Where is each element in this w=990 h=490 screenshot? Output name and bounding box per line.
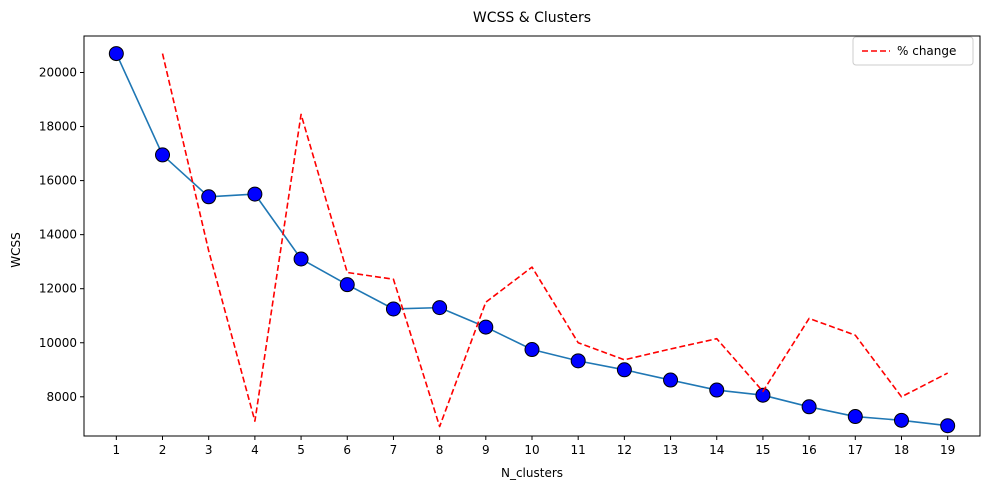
y-tick-label-16000: 16000 <box>39 174 77 188</box>
data-point-wcss-7 <box>385 301 401 317</box>
series-line-pct_change <box>161 53 949 428</box>
data-point-wcss-10 <box>524 342 540 358</box>
x-tick-label-15: 15 <box>755 443 770 457</box>
plot-area: 1 2 3 4 5 6 7 8 9 10 11 12 13 14 15 16 17 18 1980001000012… <box>39 35 981 457</box>
x-tick-label-5: 5 <box>297 443 305 457</box>
y-tick-label-20000: 20000 <box>39 65 77 79</box>
x-tick-label-9: 9 <box>482 443 490 457</box>
x-tick-label-10: 10 <box>524 443 539 457</box>
legend: % change <box>852 36 974 66</box>
data-point-wcss-17 <box>847 409 863 425</box>
x-tick-label-7: 7 <box>390 443 398 457</box>
data-point-wcss-13 <box>663 372 679 388</box>
x-tick-label-6: 6 <box>343 443 351 457</box>
y-tick-label-14000: 14000 <box>39 228 77 242</box>
legend-frame <box>852 36 974 66</box>
data-point-wcss-18 <box>893 412 909 428</box>
x-tick-label-2: 2 <box>159 443 167 457</box>
x-tick-label-16: 16 <box>801 443 816 457</box>
x-tick-label-11: 11 <box>571 443 586 457</box>
data-point-wcss-16 <box>801 399 817 415</box>
data-point-wcss-11 <box>570 353 586 369</box>
data-point-wcss-2 <box>155 147 171 163</box>
x-tick-label-1: 1 <box>113 443 121 457</box>
y-tick-label-12000: 12000 <box>39 282 77 296</box>
y-tick-label-10000: 10000 <box>39 336 77 350</box>
legend-label-pct-change: % change <box>897 44 956 58</box>
x-tick-label-3: 3 <box>205 443 213 457</box>
data-point-wcss-9 <box>478 319 494 335</box>
y-tick-label-8000: 8000 <box>46 390 77 404</box>
data-point-wcss-15 <box>755 387 771 403</box>
data-point-wcss-4 <box>247 186 263 202</box>
chart-title: WCSS & Clusters <box>473 10 591 26</box>
x-tick-label-14: 14 <box>709 443 724 457</box>
x-axis-title: N_clusters <box>501 466 563 480</box>
x-tick-label-18: 18 <box>894 443 909 457</box>
x-tick-label-8: 8 <box>436 443 444 457</box>
x-tick-label-17: 17 <box>848 443 863 457</box>
x-tick-label-13: 13 <box>663 443 678 457</box>
plot-frame <box>83 35 981 437</box>
x-tick-label-4: 4 <box>251 443 259 457</box>
data-point-wcss-3 <box>201 189 217 205</box>
data-point-wcss-1 <box>108 46 124 62</box>
data-point-wcss-12 <box>616 362 632 378</box>
data-point-wcss-8 <box>432 300 448 316</box>
data-point-wcss-6 <box>339 277 355 293</box>
data-point-wcss-19 <box>940 418 956 434</box>
y-tick-label-18000: 18000 <box>39 120 77 134</box>
data-point-wcss-5 <box>293 251 309 267</box>
x-tick-label-12: 12 <box>617 443 632 457</box>
data-point-wcss-14 <box>709 382 725 398</box>
y-axis-title: WCSS <box>9 232 23 267</box>
x-tick-label-19: 19 <box>940 443 955 457</box>
